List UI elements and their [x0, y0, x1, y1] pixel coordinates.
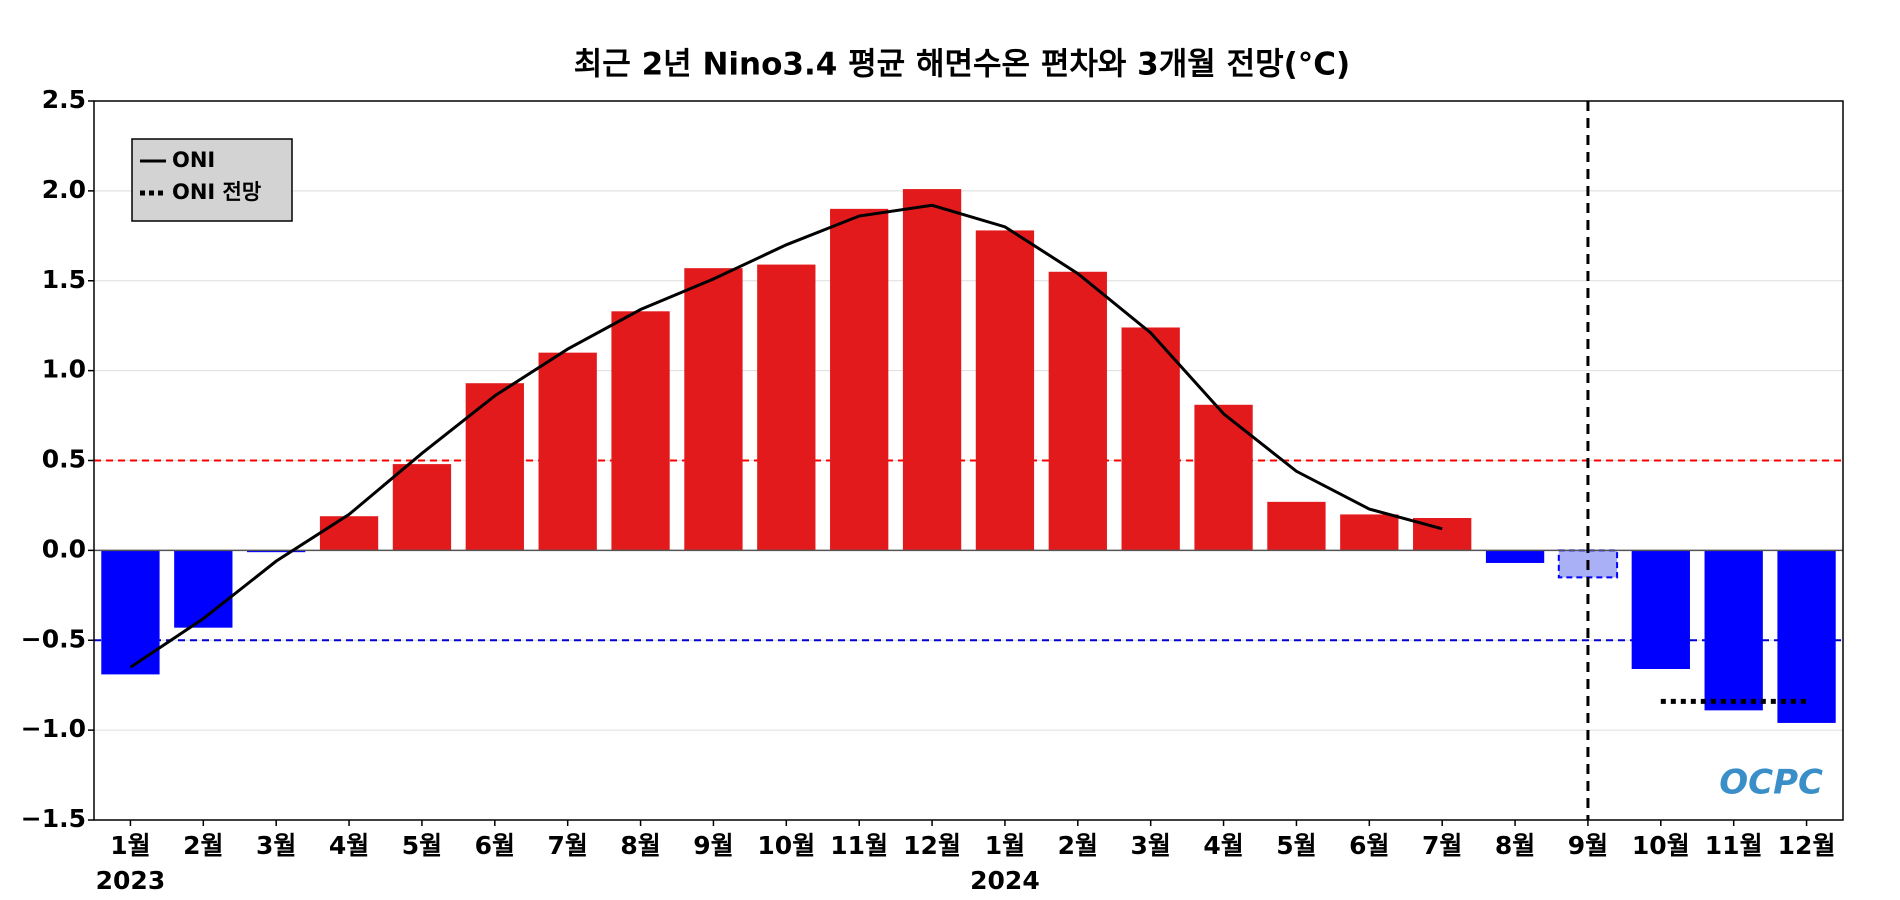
bar — [902, 189, 962, 551]
x-tick-label: 9월 — [1568, 831, 1608, 860]
y-tick-label: 2.5 — [42, 85, 86, 114]
bar — [1485, 550, 1545, 563]
bar — [684, 268, 743, 551]
chart-title: 최근 2년 Nino3.4 평균 해면수온 편차와 3개월 전망(°C) — [574, 47, 1350, 83]
y-tick-label: 1.5 — [42, 265, 86, 294]
x-tick-label: 11월 — [830, 831, 888, 860]
x-tick-label: 9월 — [693, 831, 733, 860]
x-tick-label: 5월 — [1276, 831, 1316, 860]
y-tick-label: −1.5 — [21, 804, 86, 833]
bar — [319, 516, 379, 551]
x-tick-label: 8월 — [620, 831, 660, 860]
bar — [1267, 501, 1326, 551]
bar — [465, 383, 524, 551]
x-tick-label: 3월 — [256, 831, 296, 860]
x-tick-label: 2월 — [1058, 831, 1098, 860]
bar — [101, 550, 160, 675]
legend-label: ONI 전망 — [172, 180, 261, 204]
bar — [830, 208, 889, 551]
year-label: 2023 — [96, 866, 166, 895]
x-tick-label: 1월 — [985, 831, 1025, 860]
x-tick-label: 10월 — [757, 831, 815, 860]
y-tick-label: 2.0 — [42, 175, 86, 204]
logo: OCPC — [1719, 763, 1823, 803]
x-tick-label: 2월 — [183, 831, 223, 860]
bar — [975, 230, 1035, 551]
bar — [538, 352, 597, 551]
line — [129, 203, 1443, 669]
x-tick-label: 12월 — [1778, 831, 1836, 860]
x-tick-label: 10월 — [1632, 831, 1690, 860]
x-tick-label: 7월 — [547, 831, 587, 860]
y-tick-label: −1.0 — [21, 714, 86, 743]
x-tick-label: 6월 — [1349, 831, 1389, 860]
y-tick-label: 0.0 — [42, 534, 86, 563]
bar — [174, 550, 233, 628]
bar — [611, 311, 670, 551]
bar — [1340, 514, 1399, 551]
legend-box — [131, 138, 293, 222]
x-tick-label: 8월 — [1495, 831, 1535, 860]
x-tick-label: 1월 — [110, 831, 150, 860]
bar — [392, 464, 452, 551]
plot-frame — [93, 100, 1844, 821]
x-tick-label: 6월 — [475, 831, 515, 860]
x-tick-label: 3월 — [1130, 831, 1170, 860]
x-tick-label: 12월 — [903, 831, 961, 860]
x-tick-label: 4월 — [329, 831, 369, 860]
y-tick-label: 0.5 — [42, 445, 86, 474]
x-tick-label: 4월 — [1203, 831, 1243, 860]
bar — [1121, 327, 1180, 551]
legend-label: ONI — [172, 148, 215, 172]
x-tick-label: 5월 — [402, 831, 442, 860]
bar — [1194, 404, 1253, 551]
bar — [1704, 550, 1763, 711]
y-tick-label: 1.0 — [42, 355, 86, 384]
x-tick-label: 11월 — [1705, 831, 1763, 860]
x-tick-label: 7월 — [1422, 831, 1462, 860]
bar — [1048, 271, 1107, 551]
bar — [757, 264, 816, 551]
bar — [1631, 550, 1690, 670]
bar — [1777, 550, 1836, 723]
y-tick-label: −0.5 — [21, 624, 86, 653]
year-label: 2024 — [970, 866, 1040, 895]
bar — [247, 550, 306, 553]
